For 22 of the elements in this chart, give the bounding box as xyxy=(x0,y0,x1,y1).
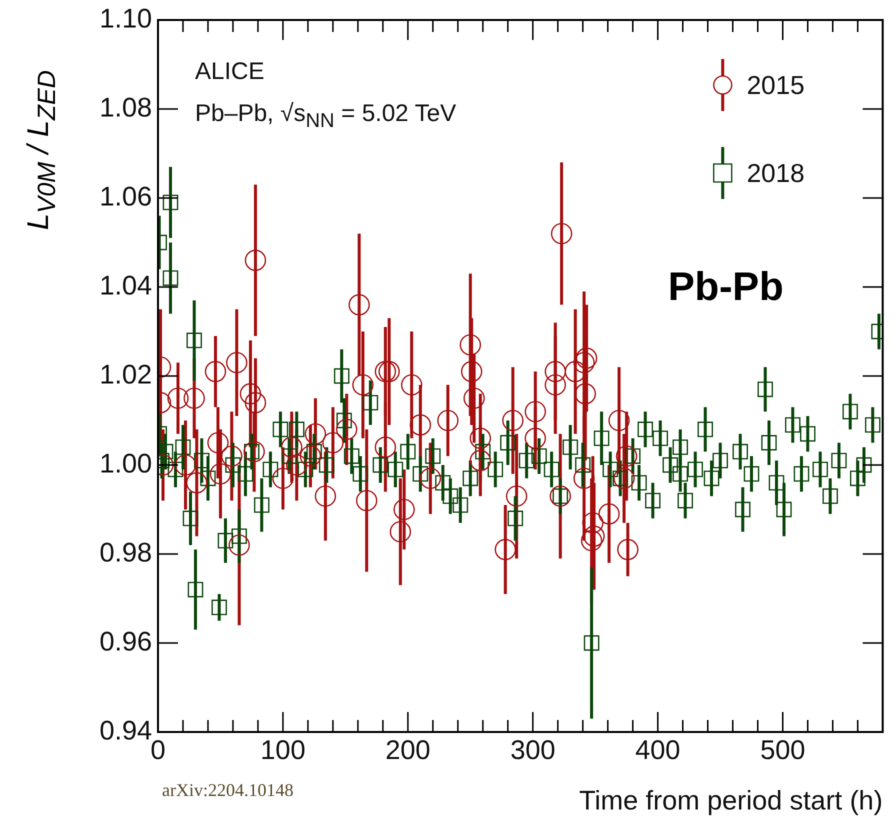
y-tick-label: 1.10 xyxy=(99,3,152,34)
y-tick-label: 1.04 xyxy=(99,270,152,300)
y-tick-label: 1.00 xyxy=(99,448,152,478)
x-axis-title: Time from period start (h) xyxy=(579,785,883,816)
x-tick-label: 0 xyxy=(150,734,166,765)
x-tick-label: 100 xyxy=(260,734,306,765)
text: arXiv:2204.10148 xyxy=(162,780,294,801)
annotation: Pb-Pb xyxy=(668,265,784,310)
y-tick-label: 1.02 xyxy=(99,359,152,390)
y-tick-label: 0.94 xyxy=(99,715,152,746)
y-tick-label: 0.98 xyxy=(99,537,152,568)
annotation: ALICE xyxy=(195,58,264,86)
y-tick-label: 1.06 xyxy=(99,181,152,212)
annotation: Pb–Pb, √s$_{NN}$ = 5.02 TeV xyxy=(195,100,456,133)
y-tick-label: 1.08 xyxy=(99,92,152,122)
x-tick-label: 300 xyxy=(510,734,556,765)
x-tick-label: 200 xyxy=(385,734,430,765)
x-tick-label: 400 xyxy=(635,734,680,765)
x-tick-label: 500 xyxy=(760,734,806,765)
y-tick-label: 0.96 xyxy=(99,626,152,656)
legend-label: 2015 xyxy=(746,70,805,100)
legend-label: 2018 xyxy=(746,158,805,188)
